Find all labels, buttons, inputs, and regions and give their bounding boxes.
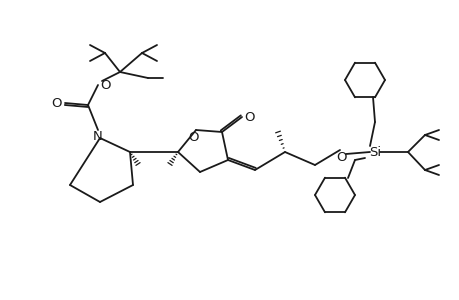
Text: O: O	[101, 79, 111, 92]
Text: O: O	[244, 110, 255, 124]
Text: O: O	[51, 97, 62, 110]
Text: N: N	[93, 130, 103, 142]
Text: O: O	[188, 130, 199, 143]
Text: O: O	[336, 151, 347, 164]
Text: Si: Si	[368, 146, 380, 158]
